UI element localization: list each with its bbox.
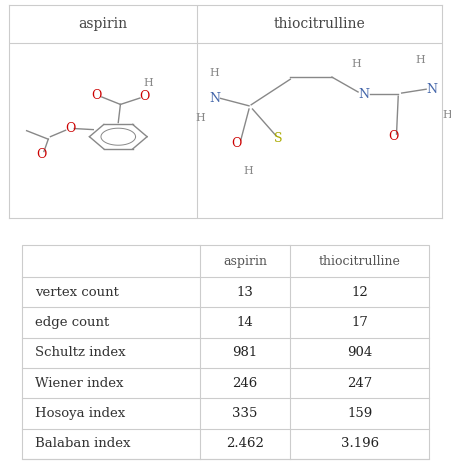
Text: Schultz index: Schultz index: [35, 346, 126, 359]
Text: 904: 904: [347, 346, 373, 359]
Text: edge count: edge count: [35, 316, 109, 329]
Text: N: N: [358, 88, 369, 101]
Text: 335: 335: [232, 407, 258, 420]
Text: H: H: [195, 112, 205, 123]
Text: 12: 12: [351, 285, 368, 299]
Text: S: S: [274, 132, 282, 146]
Text: 14: 14: [237, 316, 253, 329]
Text: H: H: [415, 55, 425, 65]
Text: thiocitrulline: thiocitrulline: [319, 255, 400, 268]
Text: vertex count: vertex count: [35, 285, 119, 299]
Text: H: H: [210, 68, 219, 78]
Text: O: O: [231, 137, 242, 150]
Text: O: O: [139, 90, 149, 103]
Text: 246: 246: [232, 377, 258, 389]
Text: 159: 159: [347, 407, 373, 420]
Text: O: O: [37, 147, 47, 161]
Text: H: H: [351, 59, 361, 69]
Text: N: N: [209, 92, 220, 105]
Text: 247: 247: [347, 377, 373, 389]
Text: aspirin: aspirin: [78, 17, 128, 31]
Text: 981: 981: [232, 346, 258, 359]
Text: O: O: [92, 89, 102, 102]
Text: 17: 17: [351, 316, 368, 329]
Text: 3.196: 3.196: [341, 437, 379, 450]
Text: O: O: [65, 122, 76, 135]
Text: 2.462: 2.462: [226, 437, 264, 450]
Text: H: H: [244, 166, 253, 176]
Text: O: O: [388, 130, 398, 143]
Text: N: N: [427, 83, 437, 96]
Text: Hosoya index: Hosoya index: [35, 407, 125, 420]
Text: Wiener index: Wiener index: [35, 377, 124, 389]
Text: 13: 13: [236, 285, 253, 299]
Text: H: H: [144, 78, 153, 88]
Text: aspirin: aspirin: [223, 255, 267, 268]
Text: Balaban index: Balaban index: [35, 437, 130, 450]
Text: H: H: [442, 110, 451, 120]
Text: thiocitrulline: thiocitrulline: [274, 17, 366, 31]
